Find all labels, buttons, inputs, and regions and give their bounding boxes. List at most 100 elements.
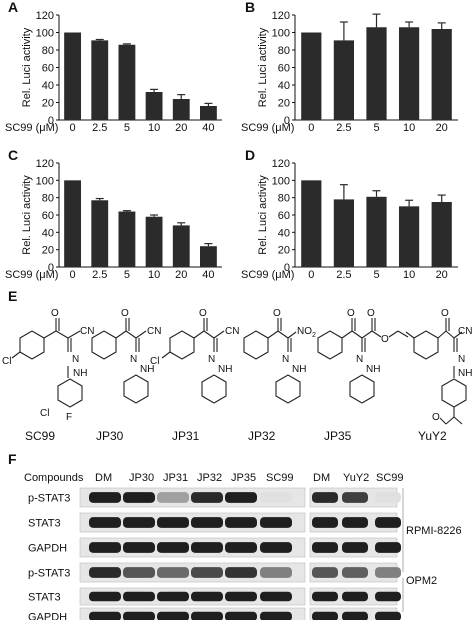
compound-name: SC99 — [25, 429, 55, 443]
panel-label-e: E — [8, 288, 17, 304]
blot-band — [342, 542, 368, 553]
structure-sc99: O CN N NH Cl Cl F — [2, 308, 94, 423]
structure-jp31: Cl O CN N NH — [150, 308, 239, 404]
x-axis-label: SC99 (μM) — [241, 122, 294, 134]
y-tick-label: 80 — [42, 45, 54, 57]
bar — [199, 246, 217, 267]
atom-cn: CN — [458, 326, 472, 337]
blot-band — [157, 567, 189, 578]
y-tick-label: 80 — [42, 193, 54, 205]
blot-band — [260, 517, 292, 528]
compound-name: JP30 — [96, 429, 124, 443]
x-tick-label: 10 — [403, 122, 415, 134]
atom-o: O — [432, 412, 440, 423]
bar — [145, 216, 163, 267]
blot-band — [375, 517, 401, 528]
y-tick-label: 100 — [272, 175, 290, 187]
blot-band — [191, 567, 223, 578]
bar — [366, 196, 387, 267]
cell-line-rpmi: RPMI-8226 — [406, 525, 462, 537]
structure-jp32: O NO2 N NH — [243, 308, 316, 404]
panel-label: C — [8, 147, 18, 163]
bar — [398, 27, 420, 120]
y-tick-label: 0 — [284, 262, 290, 274]
x-tick-label: 2.5 — [92, 122, 107, 134]
bar — [172, 225, 190, 267]
bar — [64, 180, 82, 267]
row-label: p-STAT3 — [28, 493, 70, 505]
atom-o: O — [273, 308, 281, 319]
blot-band — [89, 542, 121, 553]
atom-no2: NO2 — [297, 326, 316, 339]
blot-band — [123, 517, 155, 528]
blot-band — [260, 567, 292, 578]
atom-n: N — [130, 354, 137, 365]
y-tick-label: 120 — [272, 158, 290, 170]
atom-no2-subscript: 2 — [312, 332, 316, 339]
x-tick-label: 2.5 — [336, 269, 351, 281]
panel-f-western-blot: F Compounds DM JP30 JP31 JP32 JP35 SC99 DM YuY2… — [8, 451, 462, 620]
x-tick-label: 20 — [436, 122, 448, 134]
x-tick-label: 5 — [124, 269, 130, 281]
atom-cn: CN — [147, 326, 161, 337]
y-axis-label: Rel. Luci activity — [21, 175, 33, 255]
atom-nh: NH — [140, 364, 154, 375]
atom-cl: Cl — [2, 356, 11, 367]
panel-label: B — [245, 0, 255, 15]
y-tick-label: 20 — [278, 245, 290, 257]
bar — [145, 92, 163, 120]
structure-jp30: O CN N NH — [91, 308, 161, 404]
blot-band — [191, 591, 223, 602]
blot-band — [260, 542, 292, 553]
compound-name: YuY2 — [418, 429, 447, 443]
atom-n: N — [356, 354, 363, 365]
y-tick-label: 60 — [278, 63, 290, 75]
blot-band — [260, 611, 292, 620]
x-tick-label: 0 — [308, 269, 314, 281]
blot-band — [312, 591, 338, 602]
compound-name: JP31 — [172, 429, 200, 443]
atom-o: O — [51, 308, 59, 319]
y-tick-label: 40 — [278, 227, 290, 239]
blot-band — [312, 567, 338, 578]
blot-band — [157, 542, 189, 553]
blot-band — [191, 517, 223, 528]
x-tick-label: 10 — [148, 122, 160, 134]
atom-o: O — [381, 334, 389, 345]
y-tick-label: 60 — [42, 210, 54, 222]
blot-band — [375, 611, 401, 620]
y-tick-label: 100 — [36, 28, 54, 40]
blot-band — [312, 517, 338, 528]
x-tick-label: 5 — [124, 122, 130, 134]
blot-band — [89, 611, 121, 620]
y-tick-label: 120 — [36, 158, 54, 170]
atom-o: O — [347, 308, 355, 319]
bar — [118, 44, 136, 120]
bar — [199, 106, 217, 120]
blot-band — [225, 567, 257, 578]
x-tick-label: 40 — [202, 122, 214, 134]
blot-band — [225, 591, 257, 602]
atom-f: F — [66, 412, 72, 423]
y-tick-label: 20 — [42, 98, 54, 110]
atom-o: O — [199, 308, 207, 319]
blot-band — [123, 567, 155, 578]
panel-e-structures: E O CN N NH Cl Cl F — [2, 288, 472, 443]
blot-band — [191, 611, 223, 620]
bar — [172, 99, 190, 120]
compounds-header: Compounds — [24, 472, 84, 484]
blot-band — [123, 492, 155, 503]
blot-band — [225, 542, 257, 553]
row-labels: p-STAT3 STAT3 GAPDH p-STAT3 STAT3 GAPDH — [28, 493, 70, 620]
blot-band — [225, 492, 257, 503]
row-label: STAT3 — [28, 518, 61, 530]
atom-no2-label: NO — [297, 326, 312, 337]
bar — [64, 32, 82, 120]
x-tick-label: 40 — [202, 269, 214, 281]
blot-band — [342, 517, 368, 528]
blot-bands — [79, 487, 401, 620]
bar — [91, 40, 109, 120]
blot-band — [342, 492, 368, 503]
